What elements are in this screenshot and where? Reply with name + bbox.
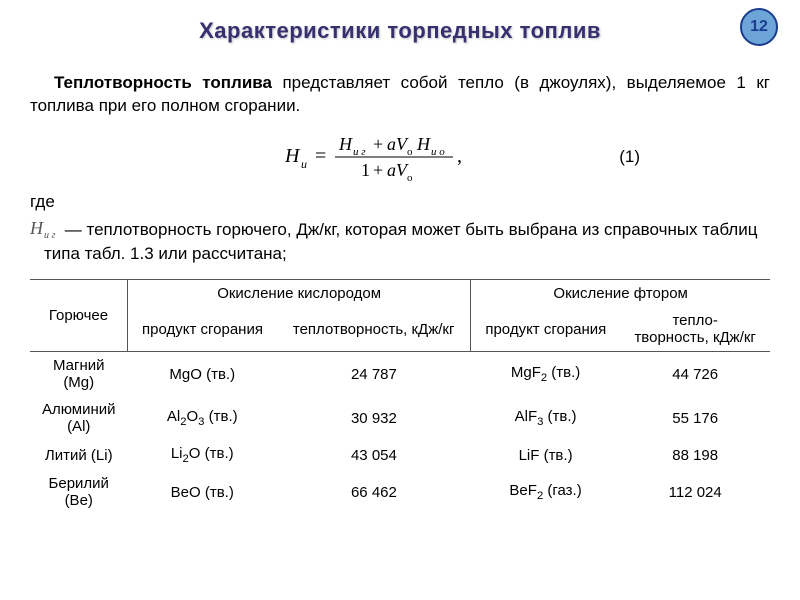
svg-text:H: H <box>30 219 44 238</box>
cell-fuel: Берилий(Be) <box>30 470 127 514</box>
intro-bold: Теплотворность топлива <box>54 73 272 92</box>
svg-text:,: , <box>457 145 462 167</box>
svg-text:u г: u г <box>44 230 56 239</box>
def-text: теплотворность горючего, Дж/кг, которая … <box>44 220 757 263</box>
cell-o-prod: Li2O (тв.) <box>127 440 277 470</box>
svg-text:о: о <box>407 146 413 158</box>
cell-o-val: 43 054 <box>277 440 471 470</box>
equation-number: (1) <box>619 147 640 167</box>
svg-text:=: = <box>315 145 326 167</box>
definition-line: H u г — теплотворность горючего, Дж/кг, … <box>30 218 770 266</box>
svg-text:+: + <box>373 134 383 154</box>
svg-text:H: H <box>338 134 353 154</box>
svg-text:1: 1 <box>361 160 370 180</box>
cell-f-val: 55 176 <box>620 396 770 440</box>
svg-text:aV: aV <box>387 160 409 180</box>
svg-text:H: H <box>285 145 301 167</box>
cell-f-prod: BeF2 (газ.) <box>471 470 621 514</box>
fuel-table: Горючее Окисление кислородом Окисление ф… <box>30 279 770 514</box>
svg-text:о: о <box>407 172 413 182</box>
svg-text:u г: u г <box>353 146 366 158</box>
cell-o-prod: MgO (тв.) <box>127 352 277 397</box>
cell-fuel: Алюминий(Al) <box>30 396 127 440</box>
th-f-product: продукт сгорания <box>471 307 621 352</box>
cell-f-val: 88 198 <box>620 440 770 470</box>
where-label: где <box>30 192 770 212</box>
formula-row: H u = H u г + aV о H u о 1 + aV о , <box>30 132 770 182</box>
symbol-h-ug: H u г <box>30 220 65 239</box>
page-title: Характеристики торпедных топлив <box>30 18 770 44</box>
table-row: Алюминий(Al) Al2O3 (тв.) 30 932 AlF3 (тв… <box>30 396 770 440</box>
svg-text:+: + <box>373 160 383 180</box>
cell-fuel: Магний(Mg) <box>30 352 127 397</box>
cell-f-prod: LiF (тв.) <box>471 440 621 470</box>
svg-text:H: H <box>416 134 431 154</box>
cell-fuel: Литий (Li) <box>30 440 127 470</box>
th-group-fluorine: Окисление фтором <box>471 280 770 308</box>
cell-f-prod: AlF3 (тв.) <box>471 396 621 440</box>
cell-f-val: 112 024 <box>620 470 770 514</box>
svg-text:u о: u о <box>431 146 445 158</box>
formula: H u = H u г + aV о H u о 1 + aV о , <box>285 132 515 182</box>
th-group-oxygen: Окисление кислородом <box>127 280 470 308</box>
table-row: Берилий(Be) BeO (тв.) 66 462 BeF2 (газ.)… <box>30 470 770 514</box>
th-o-product: продукт сгорания <box>127 307 277 352</box>
slide-number-badge: 12 <box>740 8 778 46</box>
cell-f-prod: MgF2 (тв.) <box>471 352 621 397</box>
cell-o-val: 30 932 <box>277 396 471 440</box>
svg-text:aV: aV <box>387 134 409 154</box>
intro-paragraph: Теплотворность топлива представляет собо… <box>30 72 770 118</box>
th-fuel: Горючее <box>30 280 127 352</box>
cell-o-prod: Al2O3 (тв.) <box>127 396 277 440</box>
th-f-heat: тепло-творность, кДж/кг <box>620 307 770 352</box>
cell-o-val: 24 787 <box>277 352 471 397</box>
cell-f-val: 44 726 <box>620 352 770 397</box>
th-o-heat: теплотворность, кДж/кг <box>277 307 471 352</box>
table-row: Литий (Li) Li2O (тв.) 43 054 LiF (тв.) 8… <box>30 440 770 470</box>
slide-number: 12 <box>750 18 768 36</box>
cell-o-prod: BeO (тв.) <box>127 470 277 514</box>
table-row: Магний(Mg) MgO (тв.) 24 787 MgF2 (тв.) 4… <box>30 352 770 397</box>
svg-text:u: u <box>301 157 307 171</box>
def-dash: — <box>65 220 87 239</box>
cell-o-val: 66 462 <box>277 470 471 514</box>
table-body: Магний(Mg) MgO (тв.) 24 787 MgF2 (тв.) 4… <box>30 352 770 515</box>
